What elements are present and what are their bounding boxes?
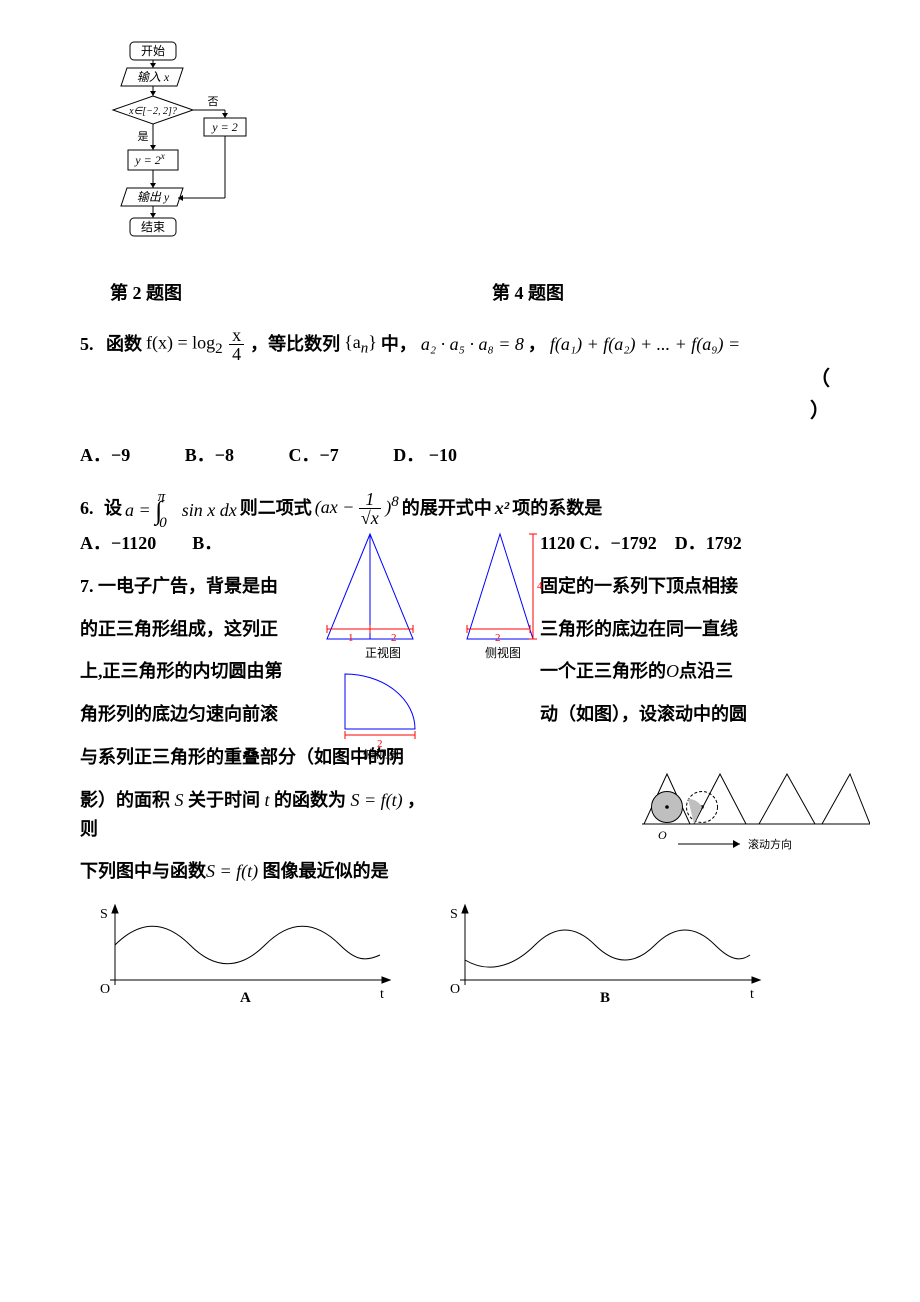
svg-text:4: 4 bbox=[537, 580, 543, 592]
top-label: 俯视图 bbox=[363, 747, 399, 759]
q5-options: A．−9 B．−8 C．−7 D． −10 bbox=[80, 441, 840, 470]
svg-text:S: S bbox=[100, 907, 108, 922]
q5-paren-open: （ bbox=[80, 363, 830, 395]
q5-sum: f(a₁) + f(a₂) + ... + f(a₉) = bbox=[550, 330, 740, 359]
q6-num: 6. bbox=[80, 494, 94, 523]
svg-text:S: S bbox=[450, 907, 458, 922]
svg-text:2: 2 bbox=[495, 632, 501, 644]
q6-aeq: a = ∫0π sin x dx bbox=[125, 487, 237, 529]
caption-q4: 第 4 题图 bbox=[492, 279, 564, 308]
fc-start: 开始 bbox=[141, 44, 165, 58]
graph-A-label: A bbox=[240, 990, 251, 1006]
svg-text:t: t bbox=[380, 987, 384, 1002]
svg-text:O: O bbox=[450, 982, 460, 997]
q6-t1: 设 bbox=[104, 494, 122, 523]
q5-prod: a₂ · a₅ · a₈ = 8 bbox=[421, 330, 524, 359]
svg-text:O: O bbox=[100, 982, 110, 997]
fc-yes: 是 bbox=[138, 130, 149, 143]
fc-output: 输出 y bbox=[137, 190, 170, 204]
q6-xsq: x² bbox=[495, 494, 509, 523]
caption-q2: 第 2 题图 bbox=[110, 279, 182, 308]
graph-B-label: B bbox=[600, 990, 610, 1006]
q5-paren-close: ） bbox=[80, 395, 830, 427]
anim-arrow-label: 滚动方向 bbox=[748, 837, 792, 851]
front-label: 正视图 bbox=[365, 645, 401, 660]
q5-optD: D． −10 bbox=[393, 441, 457, 470]
q6-bin: (ax − 1 √x )8 bbox=[315, 490, 399, 527]
q5-num: 5. bbox=[80, 330, 94, 359]
graph-B: S O t B bbox=[440, 900, 770, 1010]
anim-O: O bbox=[658, 828, 667, 842]
fc-end: 结束 bbox=[141, 220, 165, 234]
svg-text:2: 2 bbox=[391, 632, 397, 644]
q5-t1: 函数 bbox=[106, 330, 142, 359]
q5-optA: A．−9 bbox=[80, 441, 130, 470]
question-7-block: 1 2 正视图 2 4 侧视图 bbox=[80, 529, 840, 886]
q6-t3: 的展开式中 bbox=[402, 494, 492, 523]
q5-optC: C．−7 bbox=[289, 441, 339, 470]
q5-t3: 中， bbox=[381, 330, 417, 359]
question-5: 5. 函数 f(x) = log2 x 4 ，等比数列 {an} 中， a₂ ·… bbox=[80, 326, 840, 427]
q5-fdef: f(x) = log2 x 4 bbox=[146, 326, 246, 363]
flowchart-svg: 开始 输入 x x∈[−2, 2]? 是 否 y = 2 bbox=[110, 40, 280, 250]
svg-text:t: t bbox=[750, 987, 754, 1002]
q5-t2: ，等比数列 bbox=[250, 330, 340, 359]
q5-optB: B．−8 bbox=[185, 441, 234, 470]
q5-t4: ， bbox=[528, 330, 546, 359]
q6-t2: 则二项式 bbox=[240, 494, 312, 523]
fc-assign1: y = 2x bbox=[134, 151, 164, 167]
fc-assign2: y = 2 bbox=[211, 120, 237, 134]
graph-A: S O t A bbox=[90, 900, 400, 1010]
rolling-triangles-figure: O 滚动方向 bbox=[640, 769, 870, 873]
ortho-views-figure: 1 2 正视图 2 4 侧视图 bbox=[315, 529, 547, 768]
q5-seq: {an} bbox=[344, 328, 377, 361]
fc-decision: x∈[−2, 2]? bbox=[128, 106, 177, 117]
q6-t4: 项的系数是 bbox=[512, 494, 602, 523]
ab-graphs: S O t A S O t B bbox=[90, 900, 840, 1010]
fc-no: 否 bbox=[208, 96, 219, 108]
fc-input: 输入 x bbox=[137, 70, 170, 84]
side-label: 侧视图 bbox=[485, 645, 521, 660]
svg-text:1: 1 bbox=[348, 632, 354, 644]
flowchart-figure: 开始 输入 x x∈[−2, 2]? 是 否 y = 2 bbox=[110, 40, 840, 259]
question-6: 6. 设 a = ∫0π sin x dx 则二项式 (ax − 1 √x )8… bbox=[80, 487, 840, 529]
